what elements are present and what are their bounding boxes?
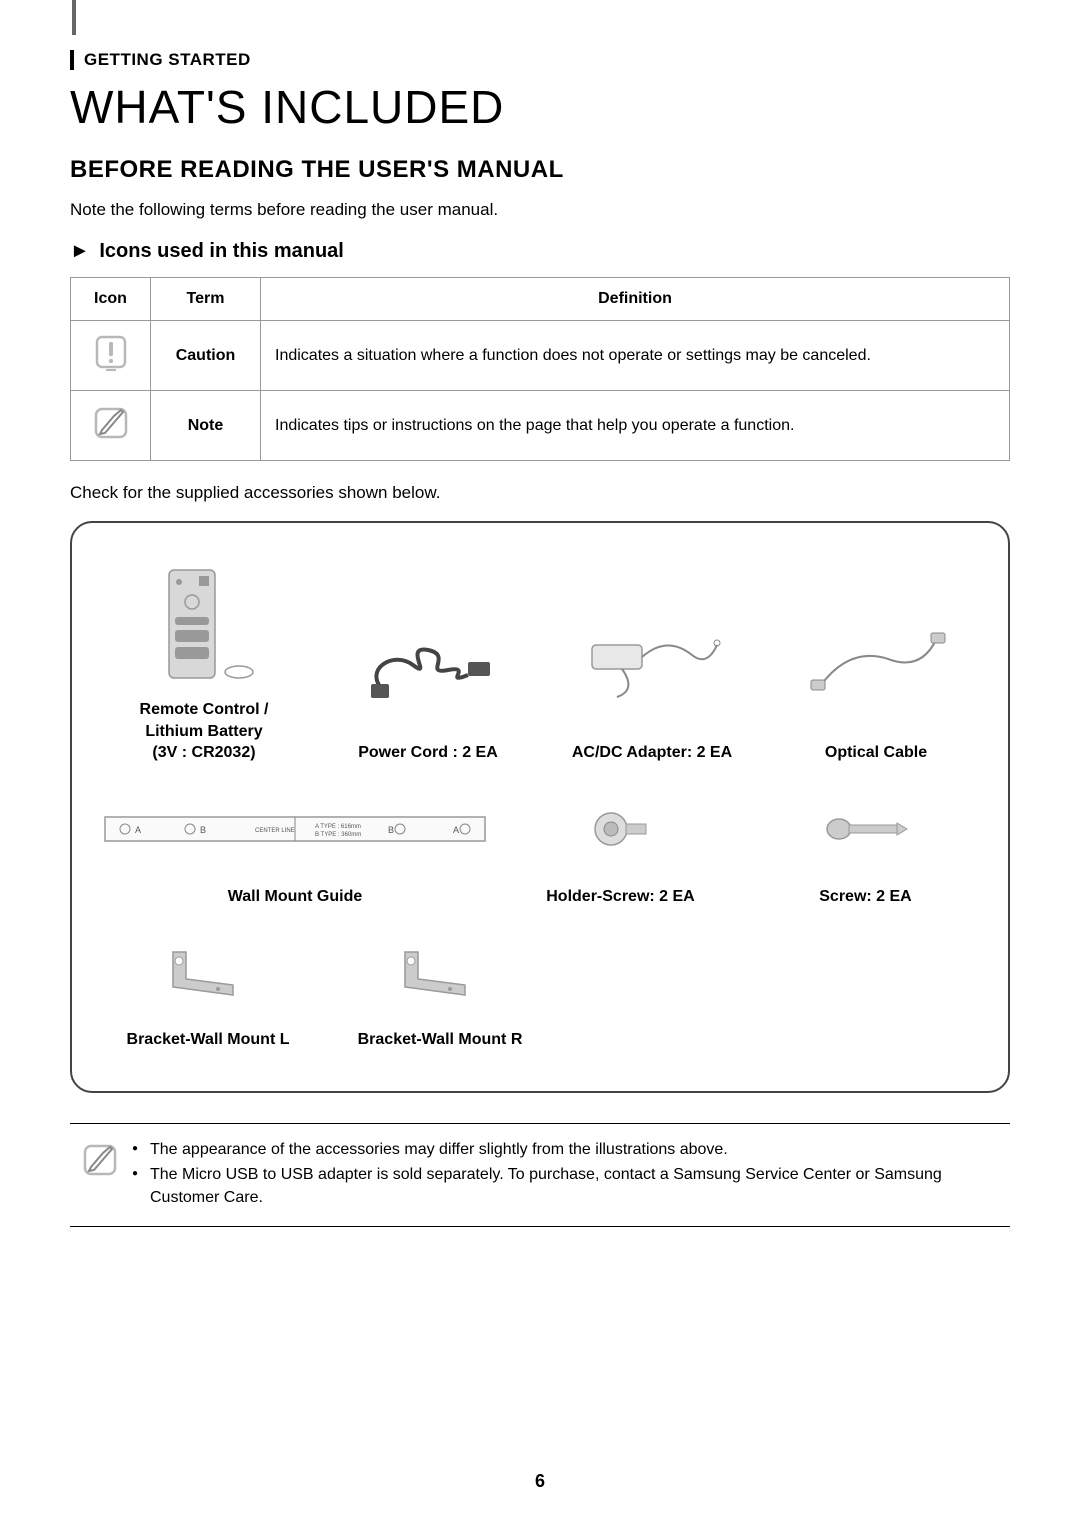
accessory-wall-mount-guide: A B CENTER LINE A TYPE : 616mm B TYPE : … [92, 774, 498, 918]
subtitle: BEFORE READING THE USER'S MANUAL [70, 156, 1010, 184]
accessory-remote: Remote Control / Lithium Battery (3V : C… [92, 547, 316, 774]
note-icon [80, 1140, 120, 1180]
adapter-icon [577, 600, 727, 730]
accessory-label: Power Cord : 2 EA [358, 742, 498, 764]
header-term: Term [151, 278, 261, 321]
accessory-row-2: A B CENTER LINE A TYPE : 616mm B TYPE : … [92, 774, 988, 918]
table-row: Note Indicates tips or instructions on t… [71, 391, 1010, 461]
accessory-holder-screw: Holder-Screw: 2 EA [498, 774, 743, 918]
accessory-bracket-r: Bracket-Wall Mount R [324, 917, 556, 1061]
top-left-mark [72, 0, 76, 35]
screw-icon [821, 784, 911, 874]
check-accessories-text: Check for the supplied accessories shown… [70, 483, 1010, 503]
accessory-label: Optical Cable [825, 742, 927, 764]
note-definition: Indicates tips or instructions on the pa… [261, 391, 1010, 461]
icon-definition-table: Icon Term Definition Caution Indicates a… [70, 277, 1010, 461]
note-section: The appearance of the accessories may di… [70, 1123, 1010, 1227]
note-term: Note [151, 391, 261, 461]
page-title: WHAT'S INCLUDED [70, 80, 1010, 134]
section-label: GETTING STARTED [70, 50, 1010, 70]
caution-term: Caution [151, 321, 261, 391]
svg-text:B TYPE : 360mm: B TYPE : 360mm [315, 832, 361, 838]
note-list-wrap: The appearance of the accessories may di… [130, 1138, 1010, 1212]
caution-icon [91, 333, 131, 373]
remote-control-icon [149, 557, 259, 687]
caution-definition: Indicates a situation where a function d… [261, 321, 1010, 391]
accessory-label: Bracket-Wall Mount R [358, 1029, 523, 1051]
bracket-r-icon [390, 927, 490, 1017]
table-header-row: Icon Term Definition [71, 278, 1010, 321]
note-icon [91, 403, 131, 443]
note-item: The Micro USB to USB adapter is sold sep… [130, 1163, 1010, 1209]
accessory-bracket-l: Bracket-Wall Mount L [92, 917, 324, 1061]
intro-text: Note the following terms before reading … [70, 200, 1010, 220]
svg-text:CENTER LINE: CENTER LINE [255, 828, 295, 834]
caution-icon-cell [71, 321, 151, 391]
svg-text:A: A [453, 825, 459, 835]
accessory-row-1: Remote Control / Lithium Battery (3V : C… [92, 547, 988, 774]
header-icon: Icon [71, 278, 151, 321]
accessory-row-3: Bracket-Wall Mount L Bracket-Wall Mount … [92, 917, 988, 1061]
table-row: Caution Indicates a situation where a fu… [71, 321, 1010, 391]
accessory-label: Remote Control / Lithium Battery (3V : C… [140, 699, 269, 764]
note-item: The appearance of the accessories may di… [130, 1138, 1010, 1161]
accessory-screw: Screw: 2 EA [743, 774, 988, 918]
svg-text:B: B [388, 825, 394, 835]
note-section-icon-wrap [70, 1138, 130, 1180]
header-definition: Definition [261, 278, 1010, 321]
accessories-box: Remote Control / Lithium Battery (3V : C… [70, 521, 1010, 1093]
page-number: 6 [0, 1471, 1080, 1492]
power-cord-icon [353, 600, 503, 730]
accessory-label: Screw: 2 EA [819, 886, 911, 908]
optical-cable-icon [801, 600, 951, 730]
accessory-adapter: AC/DC Adapter: 2 EA [540, 547, 764, 774]
accessory-label: Holder-Screw: 2 EA [546, 886, 694, 908]
wall-mount-guide-icon: A B CENTER LINE A TYPE : 616mm B TYPE : … [100, 784, 490, 874]
svg-text:A: A [135, 825, 141, 835]
svg-text:A TYPE : 616mm: A TYPE : 616mm [315, 824, 361, 830]
accessory-optical-cable: Optical Cable [764, 547, 988, 774]
triangle-right-icon: ► [70, 240, 90, 263]
accessory-label: AC/DC Adapter: 2 EA [572, 742, 732, 764]
accessory-label: Wall Mount Guide [228, 886, 363, 908]
holder-screw-icon [586, 784, 656, 874]
icons-heading: ► Icons used in this manual [70, 240, 1010, 263]
accessory-power-cord: Power Cord : 2 EA [316, 547, 540, 774]
accessory-label: Bracket-Wall Mount L [127, 1029, 290, 1051]
svg-text:B: B [200, 825, 206, 835]
note-icon-cell [71, 391, 151, 461]
note-list: The appearance of the accessories may di… [130, 1138, 1010, 1210]
spacer [556, 917, 988, 1061]
icons-heading-text: Icons used in this manual [99, 240, 344, 262]
bracket-l-icon [158, 927, 258, 1017]
